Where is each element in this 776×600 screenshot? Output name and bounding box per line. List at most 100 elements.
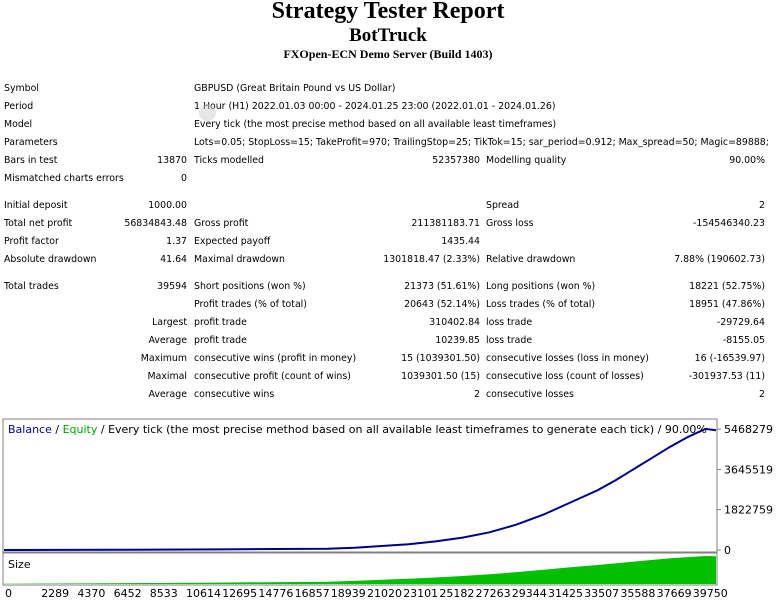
average-label: Average <box>148 335 188 346</box>
largest-profit-value: 310402.84 <box>429 317 480 328</box>
maximum-label: Maximum <box>140 353 187 364</box>
total-trades-value: 39594 <box>157 281 187 292</box>
relative-drawdown-value: 7.88% (190602.73) <box>674 254 765 265</box>
maximal-label: Maximal <box>147 371 187 382</box>
largest-loss-value: -29729.64 <box>716 317 765 328</box>
long-positions-value: 18221 (52.75%) <box>689 281 765 292</box>
x-tick-label: 31425 <box>548 587 583 600</box>
x-tick-label: 39750 <box>693 587 728 600</box>
y-tick-label: 3645519 <box>724 463 773 476</box>
avg-label: Average <box>148 389 188 400</box>
x-tick-label: 12695 <box>222 587 257 600</box>
quality-label: Modelling quality <box>486 155 567 166</box>
largest-row: Largest profit trade 310402.84 loss trad… <box>0 314 776 332</box>
ticks-label: Ticks modelled <box>194 155 265 166</box>
average-profit-value: 10239.85 <box>435 335 480 346</box>
loss-trades-value: 18951 (47.86%) <box>689 299 765 310</box>
expected-payoff-label: Expected payoff <box>194 236 271 247</box>
max-consecutive-wins-value: 15 (1039301.50) <box>401 353 480 364</box>
max-consecutive-losses-label: consecutive losses (loss in money) <box>486 353 649 364</box>
x-tick-label: 10614 <box>186 587 221 600</box>
profit-trades-label: Profit trades (% of total) <box>194 299 307 310</box>
maximal-drawdown-label: Maximal drawdown <box>194 254 285 265</box>
maximal-profit-label: consecutive profit (count of wins) <box>194 371 351 382</box>
profit-trades-row: Profit trades (% of total) 20643 (52.14%… <box>0 296 776 314</box>
y-tick-label: 1822759 <box>724 504 773 517</box>
expected-payoff-value: 1435.44 <box>441 236 480 247</box>
x-tick-label: 2289 <box>41 587 69 600</box>
parameters-label: Parameters <box>4 137 58 148</box>
absolute-drawdown-label: Absolute drawdown <box>4 254 97 265</box>
deposit-value: 1000.00 <box>148 200 187 211</box>
parameters-value: Lots=0.05; StopLoss=15; TakeProfit=970; … <box>194 137 769 148</box>
x-tick-label: 21020 <box>367 587 402 600</box>
deposit-row: Initial deposit 1000.00 Spread 2 <box>0 197 776 215</box>
avg-wins-value: 2 <box>474 389 480 400</box>
x-tick-label: 23101 <box>403 587 438 600</box>
average-row: Average profit trade 10239.85 loss trade… <box>0 332 776 350</box>
total-trades-label: Total trades <box>4 281 59 292</box>
size-area <box>4 556 716 584</box>
x-tick-label: 4370 <box>77 587 105 600</box>
maximum-row: Maximum consecutive wins (profit in mone… <box>0 350 776 368</box>
max-consecutive-losses-value: 16 (-16539.97) <box>694 353 765 364</box>
bars-value: 13870 <box>157 155 187 166</box>
main-plot-frame <box>2 418 718 553</box>
x-tick-label: 25182 <box>439 587 474 600</box>
largest-label: Largest <box>152 317 187 328</box>
net-profit-value: 56834843.48 <box>124 218 187 229</box>
x-tick-label: 6452 <box>114 587 142 600</box>
profit-factor-row: Profit factor 1.37 Expected payoff 1435.… <box>0 233 776 251</box>
x-tick-label: 37669 <box>657 587 692 600</box>
max-consecutive-wins-label: consecutive wins (profit in money) <box>194 353 357 364</box>
y-tick-label: 5468279 <box>724 423 773 436</box>
gross-loss-label: Gross loss <box>486 218 534 229</box>
legend-sep-1: / <box>52 423 63 436</box>
x-tick-label: 27263 <box>476 587 511 600</box>
profit-factor-value: 1.37 <box>166 236 187 247</box>
gross-loss-value: -154546340.23 <box>693 218 765 229</box>
legend-balance: Balance <box>8 423 52 436</box>
spread-label: Spread <box>486 200 520 211</box>
long-positions-label: Long positions (won %) <box>486 281 596 292</box>
maximal-drawdown-value: 1301818.47 (2.33%) <box>383 254 480 265</box>
deposit-label: Initial deposit <box>4 200 68 211</box>
legend-equity: Equity <box>63 423 98 436</box>
legend-sep-2: / <box>97 423 108 436</box>
x-tick-label: 18939 <box>331 587 366 600</box>
avg-losses-label: consecutive losses <box>486 389 574 400</box>
trades-row: Total trades 39594 Short positions (won … <box>0 278 776 296</box>
symbol-value: GBPUSD (Great Britain Pound vs US Dollar… <box>194 83 396 94</box>
loss-trades-label: Loss trades (% of total) <box>486 299 596 310</box>
balance-line <box>3 427 717 551</box>
mismatch-row: Mismatched charts errors 0 <box>0 170 776 188</box>
x-tick-label: 0 <box>5 587 12 600</box>
maximal-loss-label: consecutive loss (count of losses) <box>486 371 644 382</box>
period-row: Period 1 Hour (H1) 2022.01.03 00:00 - 20… <box>0 98 776 116</box>
net-profit-row: Total net profit 56834843.48 Gross profi… <box>0 215 776 233</box>
average-loss-label: loss trade <box>486 335 533 346</box>
avg-wins-label: consecutive wins <box>194 389 275 400</box>
short-positions-label: Short positions (won %) <box>194 281 306 292</box>
quality-value: 90.00% <box>729 155 765 166</box>
x-tick-label: 29344 <box>512 587 547 600</box>
largest-loss-label: loss trade <box>486 317 533 328</box>
avg-losses-value: 2 <box>759 389 765 400</box>
maximal-loss-value: -301937.53 (11) <box>688 371 765 382</box>
report-table: Symbol GBPUSD (Great Britain Pound vs US… <box>0 80 776 404</box>
legend-model: Every tick (the most precise method base… <box>108 423 707 436</box>
mismatch-value: 0 <box>181 173 187 184</box>
mouse-cursor-highlight <box>199 104 216 121</box>
model-value: Every tick (the most precise method base… <box>194 119 557 130</box>
period-value: 1 Hour (H1) 2022.01.03 00:00 - 2024.01.2… <box>194 101 556 112</box>
parameters-row: Parameters Lots=0.05; StopLoss=15; TakeP… <box>0 134 776 152</box>
x-tick-label: 16857 <box>295 587 330 600</box>
size-label: Size <box>8 558 31 571</box>
report-title: Strategy Tester Report <box>271 0 505 24</box>
maximal-profit-value: 1039301.50 (15) <box>401 371 480 382</box>
gross-profit-label: Gross profit <box>194 218 249 229</box>
bars-row: Bars in test 13870 Ticks modelled 523573… <box>0 152 776 170</box>
drawdown-row: Absolute drawdown 41.64 Maximal drawdown… <box>0 251 776 269</box>
gross-profit-value: 211381183.71 <box>411 218 480 229</box>
bot-name: BotTruck <box>349 25 427 46</box>
